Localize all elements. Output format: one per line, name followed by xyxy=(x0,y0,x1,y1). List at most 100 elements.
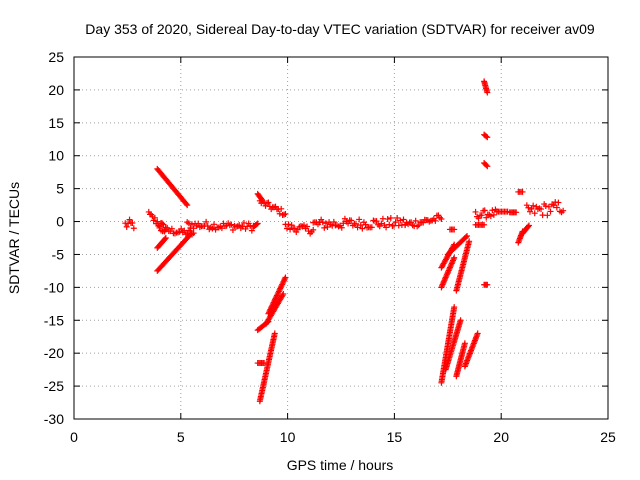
data-point-marker xyxy=(271,330,278,337)
data-point-marker xyxy=(164,224,171,231)
data-point-marker xyxy=(319,219,326,226)
data-point-marker xyxy=(483,214,490,221)
data-point-marker xyxy=(304,223,311,230)
data-point-marker xyxy=(190,225,197,232)
y-tick-label: 5 xyxy=(56,181,64,197)
data-point-marker xyxy=(129,220,136,227)
data-point-marker xyxy=(248,227,255,234)
data-point-marker xyxy=(542,203,549,210)
data-segment xyxy=(265,274,289,317)
data-segment xyxy=(254,360,268,367)
data-point-marker xyxy=(265,199,272,206)
x-axis-label: GPS time / hours xyxy=(287,457,394,473)
data-point-marker xyxy=(282,274,289,281)
grid-lines xyxy=(74,57,608,419)
data-segment xyxy=(472,206,500,222)
data-points xyxy=(122,78,567,405)
x-tick-label: 15 xyxy=(387,429,403,445)
data-segment xyxy=(250,220,261,230)
data-point-marker xyxy=(489,207,496,214)
data-point-marker xyxy=(513,209,520,216)
data-point-marker xyxy=(338,224,345,231)
data-point-marker xyxy=(359,225,366,232)
data-point-marker xyxy=(211,221,218,228)
x-tick-labels: 0 5 10 15 20 25 xyxy=(70,429,616,445)
data-segment xyxy=(402,212,445,230)
data-point-marker xyxy=(373,218,380,225)
data-point-marker xyxy=(162,235,169,241)
y-tick-label: 0 xyxy=(56,214,64,230)
data-point-marker xyxy=(481,207,488,214)
data-point-marker xyxy=(280,290,287,297)
x-tick-label: 20 xyxy=(493,429,509,445)
data-point-marker xyxy=(279,292,286,299)
data-point-marker xyxy=(274,291,281,298)
data-point-marker xyxy=(280,278,287,285)
data-point-marker xyxy=(474,330,481,337)
data-point-marker xyxy=(268,305,275,312)
data-segment xyxy=(154,235,169,251)
data-point-marker xyxy=(560,207,567,214)
data-point-marker xyxy=(462,234,469,241)
data-point-marker xyxy=(279,280,286,287)
data-segment xyxy=(442,317,464,373)
data-segment xyxy=(438,254,458,291)
data-point-marker xyxy=(487,213,494,220)
data-point-marker xyxy=(348,217,355,224)
y-tick-label: -5 xyxy=(52,246,65,262)
data-segment xyxy=(481,78,491,96)
data-point-marker xyxy=(269,302,276,309)
data-point-marker xyxy=(151,214,158,221)
data-point-marker xyxy=(550,202,557,209)
data-point-marker xyxy=(525,222,532,229)
data-segment xyxy=(310,214,409,232)
data-segment xyxy=(263,290,287,327)
data-point-marker xyxy=(324,223,331,230)
data-point-marker xyxy=(483,162,490,169)
y-tick-label: -30 xyxy=(44,411,64,427)
data-point-marker xyxy=(352,220,359,227)
data-point-marker xyxy=(525,204,532,211)
x-tick-label: 0 xyxy=(70,429,78,445)
data-point-marker xyxy=(354,224,361,231)
data-point-marker xyxy=(273,293,280,300)
data-segment xyxy=(122,216,137,232)
data-segment xyxy=(184,218,257,234)
data-point-marker xyxy=(130,225,137,232)
data-segment xyxy=(461,330,481,370)
data-point-marker xyxy=(161,236,168,243)
data-point-marker xyxy=(394,214,401,221)
data-point-marker xyxy=(188,221,195,228)
data-segment xyxy=(481,131,491,141)
data-point-marker xyxy=(330,218,337,225)
data-point-marker xyxy=(275,289,282,296)
data-point-marker xyxy=(415,222,422,229)
data-point-marker xyxy=(203,218,210,225)
data-point-marker xyxy=(545,203,552,210)
data-point-marker xyxy=(310,226,317,233)
data-point-marker xyxy=(168,225,175,232)
data-point-marker xyxy=(276,210,283,217)
data-point-marker xyxy=(484,89,491,96)
x-tick-label: 5 xyxy=(177,429,185,445)
data-point-marker xyxy=(490,211,497,218)
data-point-marker xyxy=(530,202,537,209)
data-segment xyxy=(282,221,317,237)
data-point-marker xyxy=(519,188,526,195)
data-segment xyxy=(154,230,195,274)
data-point-marker xyxy=(466,238,473,245)
data-point-marker xyxy=(397,217,404,224)
data-point-marker xyxy=(321,224,328,231)
data-point-marker xyxy=(228,221,235,228)
data-point-marker xyxy=(282,210,289,217)
data-point-marker xyxy=(451,254,458,261)
axis-ticks xyxy=(73,56,609,420)
data-point-marker xyxy=(356,216,363,223)
data-point-marker xyxy=(272,295,279,302)
data-point-marker xyxy=(281,277,288,284)
data-point-marker xyxy=(451,304,458,311)
data-point-marker xyxy=(284,225,291,232)
x-tick-label: 25 xyxy=(600,429,616,445)
data-point-marker xyxy=(386,221,393,228)
